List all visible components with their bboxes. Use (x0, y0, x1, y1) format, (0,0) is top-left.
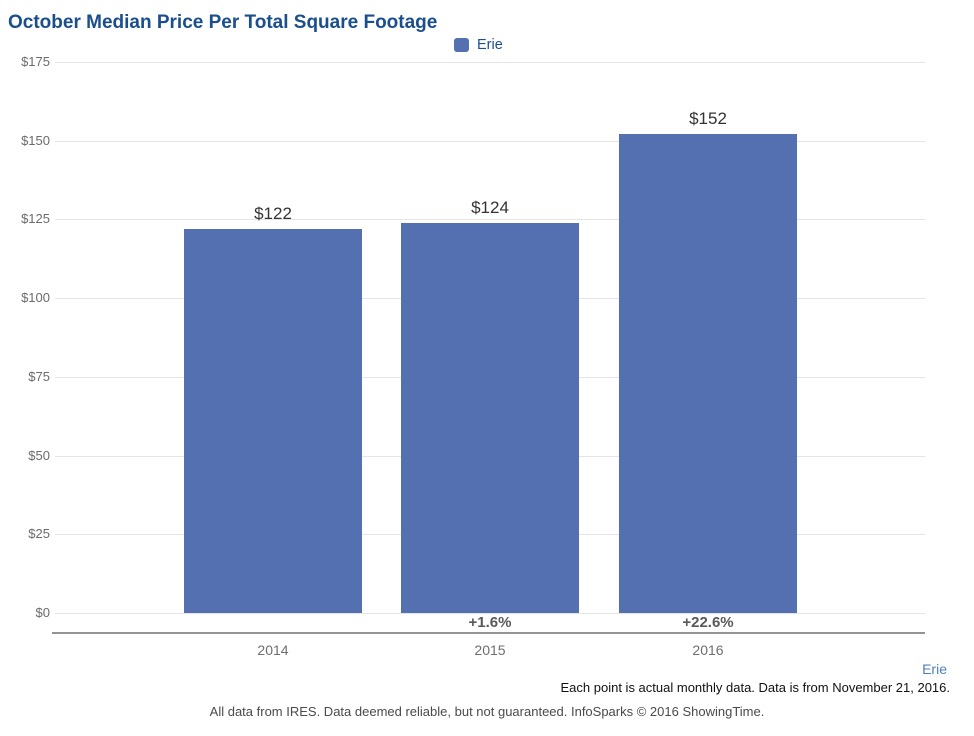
pct-change-label: +22.6% (682, 614, 734, 631)
gridline (55, 141, 925, 142)
region-link-erie[interactable]: Erie (922, 661, 947, 677)
attribution-text: All data from IRES. Data deemed reliable… (209, 704, 765, 719)
data-footnote: Each point is actual monthly data. Data … (560, 680, 950, 695)
chart-title: October Median Price Per Total Square Fo… (8, 12, 438, 33)
legend-label: Erie (477, 37, 503, 53)
x-tick-label: 2015 (474, 642, 506, 658)
y-tick-label: $150 (21, 133, 50, 148)
bar-2015[interactable] (401, 223, 579, 613)
legend-swatch-icon (454, 38, 469, 52)
y-tick-label: $100 (21, 290, 50, 305)
gridline (55, 62, 925, 63)
bar-value-label: $152 (689, 109, 727, 128)
gridline (55, 613, 925, 614)
bar-2016[interactable] (619, 134, 797, 613)
gridline (55, 219, 925, 220)
y-tick-label: $75 (28, 369, 50, 384)
bar-value-label: $124 (471, 198, 509, 217)
x-tick-label: 2014 (257, 642, 289, 658)
y-tick-label: $0 (35, 605, 50, 620)
bar-value-label: $122 (254, 204, 292, 223)
y-tick-label: $125 (21, 211, 50, 226)
x-tick-label: 2016 (692, 642, 724, 658)
y-tick-label: $25 (28, 526, 50, 541)
y-tick-label: $175 (21, 54, 50, 69)
y-tick-label: $50 (28, 448, 50, 463)
x-axis-line (52, 632, 925, 634)
bar-2014[interactable] (184, 229, 362, 613)
legend-item-erie[interactable]: Erie (454, 37, 503, 53)
pct-change-label: +1.6% (468, 614, 512, 631)
